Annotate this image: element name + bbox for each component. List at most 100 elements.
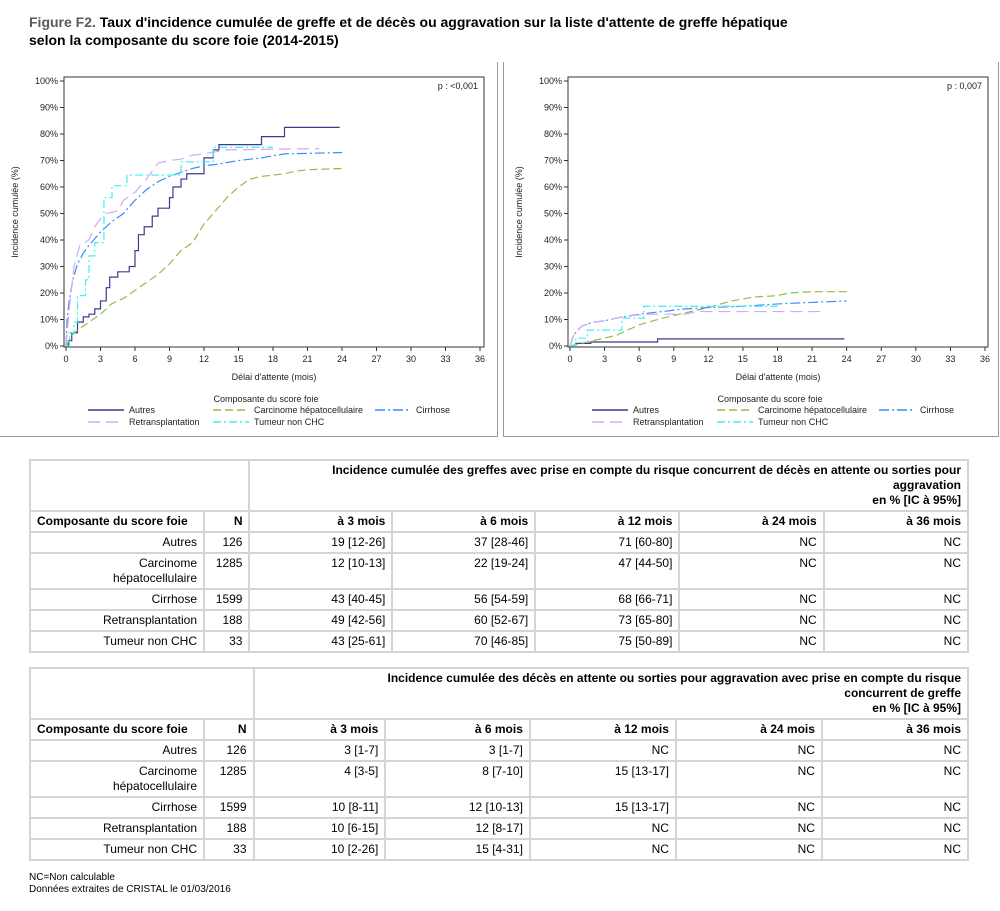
cell-value: 10 [6-15] [252, 817, 387, 840]
y-tick-label: 10% [544, 315, 562, 325]
series-line-1 [65, 167, 343, 347]
x-tick-label: 3 [98, 354, 103, 364]
table-row: Tumeur non CHC 33 43 [25-61] 70 [46-85] 75 [… [29, 630, 970, 653]
column-header: N [203, 718, 255, 741]
table-row: Autres 126 19 [12-26] 37 [28-46] 71 [60-80] N… [29, 531, 970, 554]
note-source: Données extraites de CRISTAL le 01/03/20… [29, 884, 231, 895]
row-label: Cirrhose [29, 588, 205, 611]
chart-greffe-svg: 0 3 6 9 12 15 18 21 24 27 30 33 360%10%20%30%40%50%6… [10, 76, 485, 427]
cell-value: 15 [13-17] [528, 796, 677, 819]
figure-number: Figure F2. [29, 14, 96, 30]
x-tick-label: 0 [63, 354, 68, 364]
column-header: à 3 mois [252, 718, 387, 741]
chart-deces-svg: 0 3 6 9 12 15 18 21 24 27 30 33 360%10%20%30%40%50%6… [514, 76, 990, 427]
corner-cell [28, 459, 251, 512]
cell-value: NC [820, 796, 970, 819]
cell-value: 1285 [203, 760, 255, 798]
x-tick-label: 0 [567, 354, 572, 364]
cell-value: 71 [60-80] [534, 531, 681, 554]
table-row: Retransplantation 188 10 [6-15] 12 [8-17] NC… [29, 817, 970, 840]
series-line-2 [65, 151, 343, 347]
y-tick-label: 100% [539, 76, 562, 86]
legend-label: Tumeur non CHC [758, 417, 829, 427]
cell-value: 33 [203, 838, 255, 861]
cell-value: 49 [42-56] [248, 609, 394, 632]
cell-value: 10 [8-11] [252, 796, 387, 819]
row-label: Autres [29, 531, 205, 554]
x-tick-label: 15 [233, 354, 243, 364]
corner-cell [29, 667, 255, 720]
table-caption: Incidence cumulée des décès en attente o… [252, 667, 969, 720]
cell-value: 60 [52-67] [391, 609, 537, 632]
row-label: Retransplantation [29, 609, 205, 632]
chart-deces: 0 3 6 9 12 15 18 21 24 27 30 33 36 0% 10% 20% 30% 40% 50% 6… [503, 62, 999, 437]
y-tick-label: 50% [40, 209, 58, 219]
cell-value: 1599 [202, 588, 251, 611]
plot-frame [63, 76, 485, 348]
row-label: Carcinome hépatocellulaire [29, 552, 205, 590]
legend-title: Composante du score foie [717, 394, 822, 404]
cell-value: NC [678, 552, 825, 590]
table-greffe: Incidence cumulée des greffes avec prise… [28, 459, 970, 653]
cell-value: 1285 [202, 552, 251, 590]
series-line-4 [66, 146, 273, 347]
column-header: à 24 mois [674, 718, 823, 741]
cell-value: 19 [12-26] [248, 531, 394, 554]
table-row: Cirrhose 1599 43 [40-45] 56 [54-59] 68 [66-7… [29, 588, 970, 611]
column-header: Composante du score foie [29, 718, 205, 741]
footnotes: NC=Non calculable Données extraites de C… [29, 872, 231, 896]
y-tick-label: 70% [544, 156, 562, 166]
series-line-3 [65, 147, 320, 347]
cell-value: 15 [4-31] [384, 838, 531, 861]
x-tick-label: 9 [167, 354, 172, 364]
cell-value: 75 [50-89] [534, 630, 681, 653]
row-label: Autres [29, 739, 205, 762]
table-row: Autres 126 3 [1-7] 3 [1-7] NC NC NC [29, 739, 970, 762]
cell-value: 43 [40-45] [248, 588, 394, 611]
cell-value: 12 [10-13] [248, 552, 394, 590]
cell-value: 10 [2-26] [252, 838, 387, 861]
x-tick-label: 12 [703, 354, 713, 364]
y-axis-label: Incidence cumulée (%) [514, 166, 524, 258]
y-tick-label: 40% [544, 235, 562, 245]
cell-value: NC [528, 838, 677, 861]
cell-value: NC [822, 552, 970, 590]
x-tick-label: 6 [637, 354, 642, 364]
cell-value: NC [678, 531, 825, 554]
row-label: Carcinome hépatocellulaire [29, 760, 205, 798]
cell-value: NC [678, 609, 825, 632]
cell-value: NC [820, 760, 970, 798]
table-row: Carcinome hépatocellulaire 1285 12 [10-13]… [29, 552, 970, 590]
cell-value: NC [528, 739, 677, 762]
caption-line: en % [IC à 95%] [872, 701, 961, 715]
cell-value: NC [674, 817, 823, 840]
table-caption: Incidence cumulée des greffes avec prise… [248, 459, 969, 512]
cell-value: NC [674, 739, 823, 762]
table-row: Retransplantation 188 49 [42-56] 60 [52-67]… [29, 609, 970, 632]
caption-line: Incidence cumulée des décès en attente o… [387, 671, 961, 685]
y-tick-label: 40% [40, 235, 58, 245]
column-header: à 12 mois [528, 718, 677, 741]
table-deces: Incidence cumulée des décès en attente o… [29, 667, 970, 861]
cell-value: 188 [202, 609, 251, 632]
cell-value: NC [678, 588, 825, 611]
y-tick-label: 90% [544, 103, 562, 113]
legend-label: Cirrhose [416, 405, 450, 415]
y-tick-label: 80% [544, 129, 562, 139]
table-row: Cirrhose 1599 10 [8-11] 12 [10-13] 15 [13-17… [29, 796, 970, 819]
x-tick-label: 18 [268, 354, 278, 364]
caption-line: aggravation [892, 478, 961, 492]
cell-value: 33 [202, 630, 251, 653]
x-tick-label: 30 [911, 354, 921, 364]
column-header: à 24 mois [678, 510, 825, 533]
column-header: à 36 mois [822, 510, 970, 533]
cell-value: 12 [10-13] [384, 796, 531, 819]
series-line-3 [569, 310, 824, 347]
cell-value: NC [674, 796, 823, 819]
figure-title: Figure F2. Taux d'incidence cumulée de g… [29, 13, 788, 49]
cell-value: NC [822, 588, 970, 611]
column-header: à 6 mois [391, 510, 537, 533]
cell-value: 12 [8-17] [384, 817, 531, 840]
column-header: N [202, 510, 251, 533]
column-header: à 3 mois [248, 510, 394, 533]
